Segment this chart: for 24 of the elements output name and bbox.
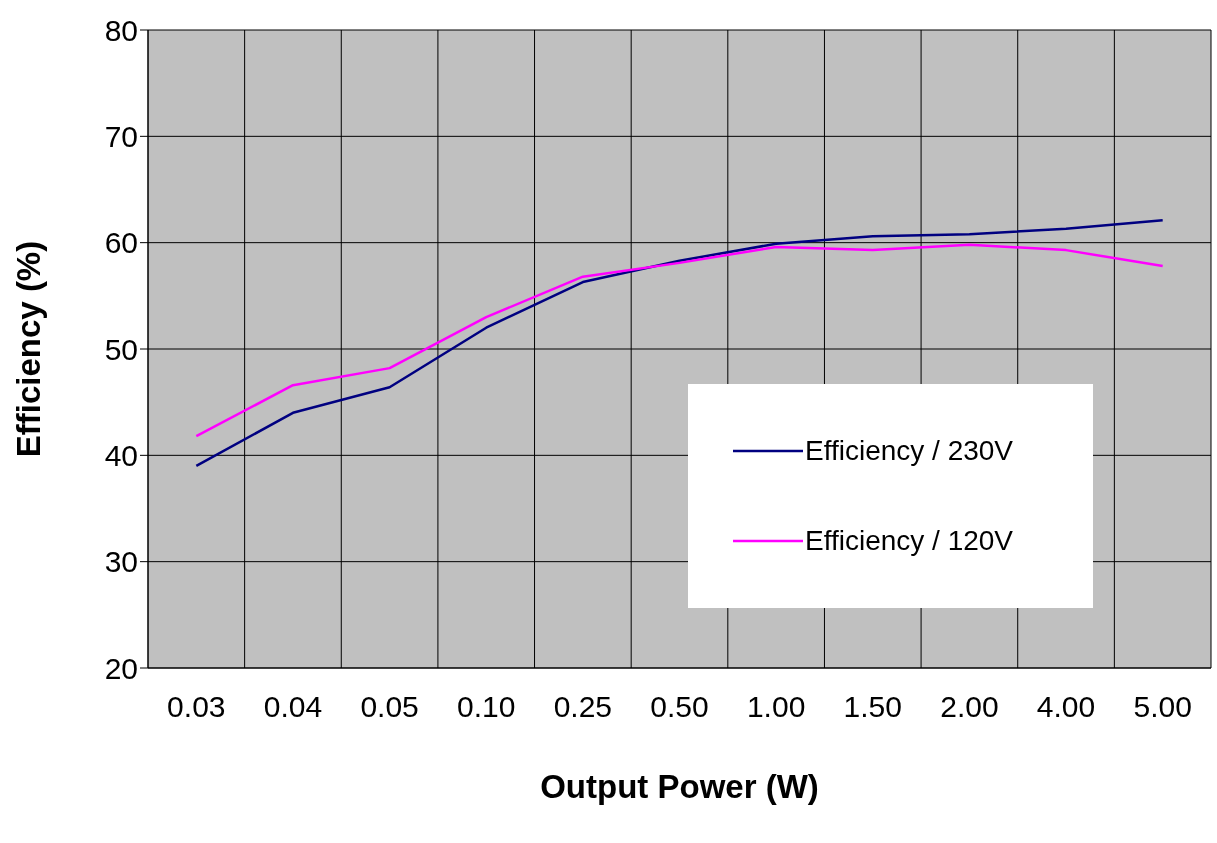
line-series bbox=[195, 219, 1164, 468]
x-tick-label: 1.50 bbox=[843, 690, 902, 724]
y-tick-label: 50 bbox=[104, 332, 138, 366]
x-tick-label: 0.05 bbox=[360, 690, 419, 724]
legend-label: Efficiency / 120V bbox=[805, 525, 1014, 557]
line-series bbox=[195, 243, 1164, 438]
y-axis-title: Efficiency (%) bbox=[9, 240, 47, 458]
x-tick-label: 1.00 bbox=[746, 690, 806, 724]
x-tick-label: 0.03 bbox=[167, 690, 226, 724]
y-tick-label: 30 bbox=[104, 545, 138, 579]
x-tick-label: 2.00 bbox=[940, 690, 999, 724]
y-tick-label: 80 bbox=[104, 13, 138, 47]
x-tick-label: 5.00 bbox=[1133, 690, 1192, 724]
y-tick-label: 70 bbox=[104, 119, 138, 153]
x-tick-label: 4.00 bbox=[1036, 690, 1096, 724]
y-tick-label: 60 bbox=[104, 226, 138, 260]
x-axis-title: Output Power (W) bbox=[540, 768, 819, 805]
x-tick-label: 0.10 bbox=[457, 690, 516, 724]
x-tick-label: 0.04 bbox=[263, 690, 323, 724]
legend-label: Efficiency / 230V bbox=[805, 435, 1014, 467]
x-tick-label: 0.50 bbox=[650, 690, 709, 724]
x-tick-label: 0.25 bbox=[553, 690, 613, 724]
y-tick-label: 40 bbox=[104, 438, 138, 472]
y-tick-label: 20 bbox=[104, 651, 138, 685]
